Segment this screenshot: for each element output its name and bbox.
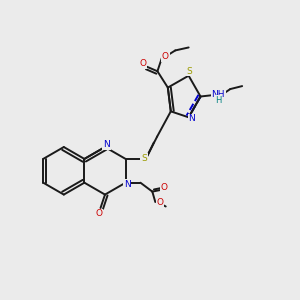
Text: O: O xyxy=(156,198,163,207)
Text: N: N xyxy=(188,114,195,123)
Text: S: S xyxy=(186,67,192,76)
Text: H: H xyxy=(215,96,221,105)
Text: O: O xyxy=(139,59,146,68)
Text: N: N xyxy=(124,180,130,189)
Text: O: O xyxy=(95,209,103,218)
Text: N: N xyxy=(103,140,110,149)
Text: O: O xyxy=(161,183,168,192)
Text: NH: NH xyxy=(212,90,225,99)
Text: S: S xyxy=(141,154,147,163)
Text: O: O xyxy=(162,52,169,61)
